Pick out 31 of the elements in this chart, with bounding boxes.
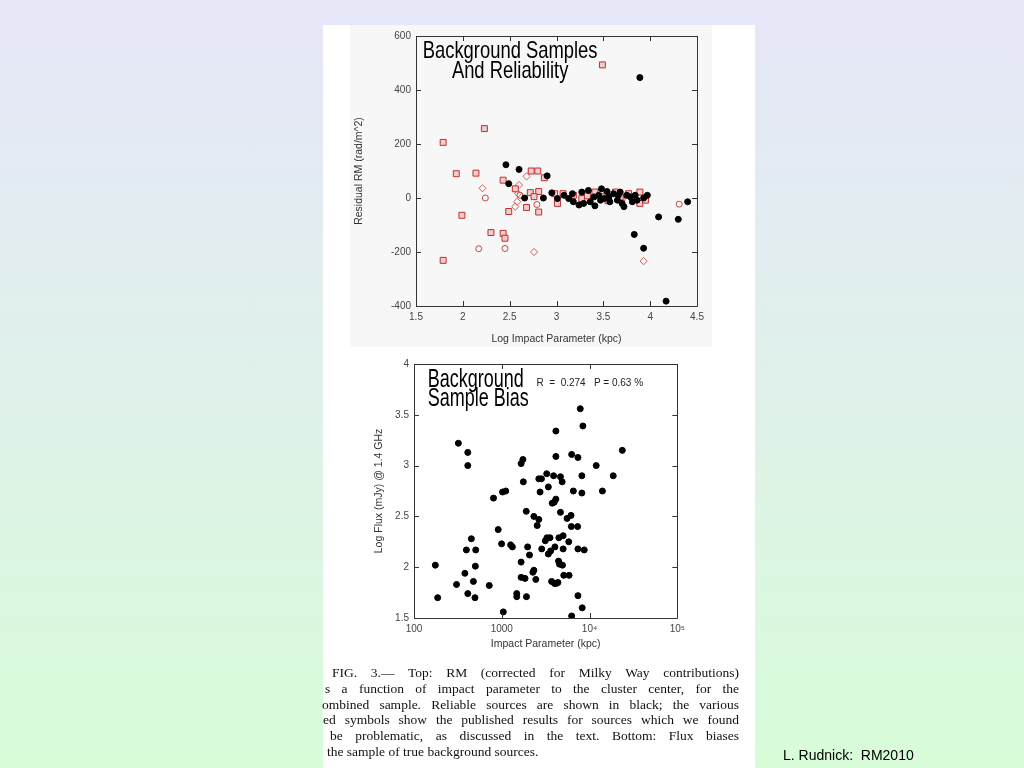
text: Background Samples And Reliability — [422, 37, 598, 83]
x-tick-label: 2 — [460, 310, 467, 322]
chart-title: Background Sample Bias — [427, 363, 529, 412]
y-tick-label: 2.5 — [395, 510, 410, 522]
y-tick-label: 200 — [394, 137, 412, 149]
y-tick-label: 0 — [405, 191, 412, 203]
x-tick-label: 100 — [405, 622, 423, 634]
y-tick-label: 1.5 — [395, 611, 410, 623]
text: L. Rudnick: RM2010 — [783, 747, 914, 763]
y-axis-title: Residual RM (rad/m^2) — [352, 117, 365, 225]
x-axis-title: Log Impact Parameter (kpc) — [491, 331, 622, 344]
y-tick-label: 400 — [394, 83, 412, 95]
x-tick-label: 1000 — [490, 622, 514, 634]
y-tick-label: -200 — [390, 245, 412, 257]
x-tick-label: 3.5 — [596, 310, 611, 322]
x-tick-label: 10⁴ — [581, 622, 598, 634]
x-axis-title: Impact Parameter (kpc) — [490, 636, 601, 649]
y-axis-title: Log Flux (mJy) @ 1.4 GHz — [372, 428, 385, 554]
x-tick-label: 4.5 — [690, 310, 705, 322]
x-tick-label: 2.5 — [502, 310, 518, 322]
y-tick-label: -400 — [390, 299, 412, 311]
x-tick-label: 4 — [647, 310, 654, 322]
x-tick-label: 10⁵ — [669, 622, 686, 634]
y-tick-label: 2 — [403, 560, 410, 572]
y-tick-label: 600 — [394, 29, 412, 41]
caption: FIG. 3.— Top: RM (corrected for Milky Way contributions) s a function of impact parameter to the cluster center, for the ombined sample. Reliable sources are shown in black; the various ed symbols show the published results for sources which we found be problematic, as discussed in the text. Bottom: Flux biases the sample of true background sources. — [322, 665, 739, 760]
y-tick-label: 3 — [403, 459, 410, 471]
y-tick-label: 3.5 — [395, 408, 410, 420]
x-tick-label: 3 — [553, 310, 560, 322]
y-tick-label: 4 — [403, 357, 410, 369]
annotation: R = 0.274 P = 0.63 % — [536, 376, 644, 388]
